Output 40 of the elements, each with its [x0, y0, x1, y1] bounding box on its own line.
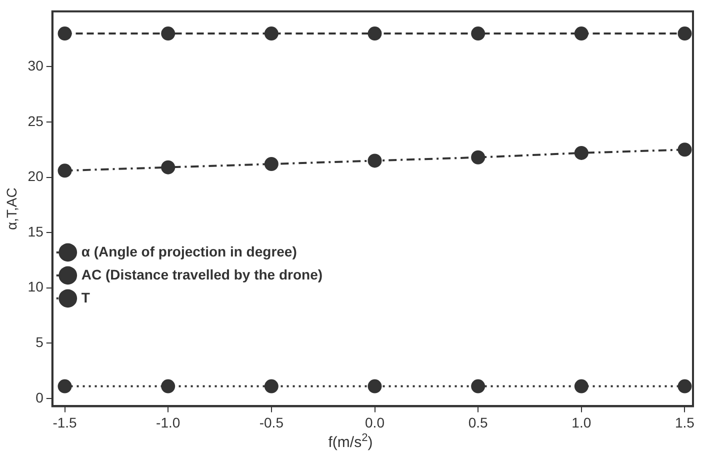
- legend-label: α (Angle of projection in degree): [81, 243, 297, 260]
- x-tick-label: -1.5: [52, 414, 78, 430]
- y-tick-label: 20: [28, 168, 44, 184]
- point: [368, 154, 382, 168]
- point: [58, 164, 72, 178]
- x-tick-label: 1.0: [572, 414, 592, 430]
- legend-label: T: [81, 289, 90, 306]
- y-axis-title: α,T,AC: [3, 188, 20, 230]
- point: [678, 379, 692, 394]
- point: [161, 160, 176, 174]
- x-axis-title: f(m/s$^{2}$): [327, 432, 374, 451]
- point: [161, 379, 176, 394]
- y-tick-label: 5: [36, 334, 44, 350]
- x-tick-label: 0.0: [365, 414, 385, 430]
- point: [264, 26, 278, 41]
- point: [368, 26, 382, 41]
- x-tick-label: -1.0: [156, 414, 180, 430]
- y-tick-label: 30: [28, 58, 44, 74]
- point: [678, 142, 692, 157]
- y-tick-label: 10: [28, 278, 44, 295]
- point: [264, 379, 278, 394]
- point: [264, 157, 278, 172]
- point: [471, 379, 486, 394]
- x-tick-label: 0.5: [468, 414, 488, 430]
- legend-label: AC (Distance travelled by the drone): [81, 266, 323, 282]
- point: [471, 150, 486, 164]
- x-tick-label: 1.5: [675, 414, 695, 430]
- point: [574, 379, 588, 394]
- point: [678, 26, 692, 41]
- point: [58, 379, 72, 394]
- x-tick-label: -0.5: [259, 414, 284, 430]
- point: [471, 26, 486, 41]
- point: [574, 146, 588, 160]
- y-tick-label: 25: [28, 112, 44, 129]
- point: [574, 26, 588, 41]
- y-tick-label: 0: [36, 389, 44, 406]
- point: [58, 26, 72, 41]
- point: [368, 379, 382, 394]
- y-tick-label: 15: [28, 223, 44, 240]
- point: [161, 26, 176, 41]
